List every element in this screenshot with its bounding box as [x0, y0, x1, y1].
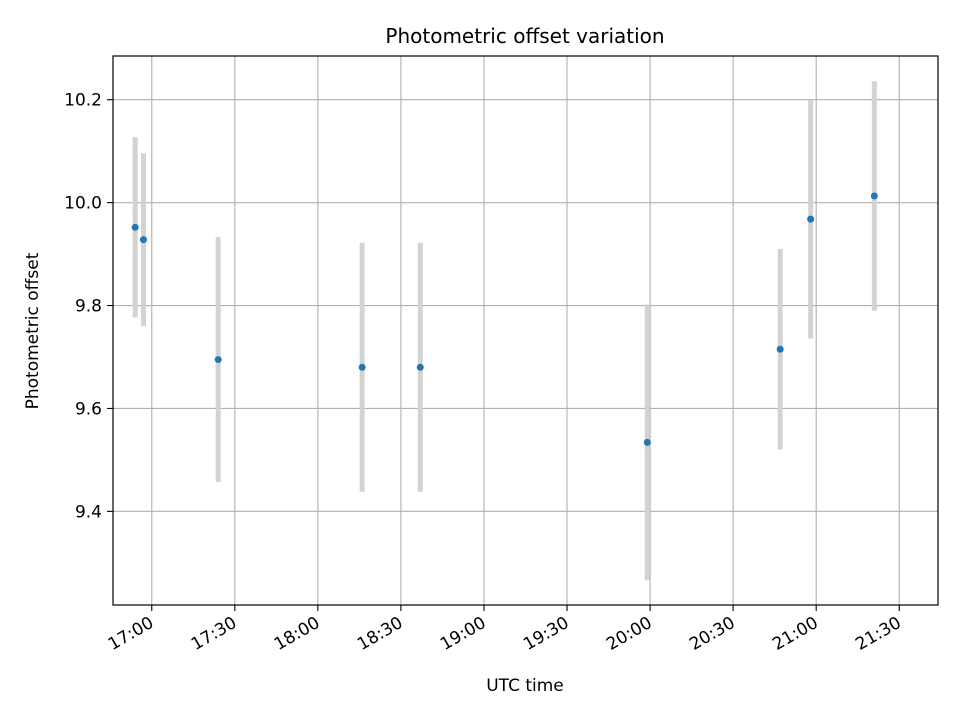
y-tick-label: 9.4 — [75, 502, 102, 522]
x-axis-label: UTC time — [486, 676, 564, 696]
data-point — [214, 356, 222, 364]
data-point — [807, 215, 815, 223]
y-tick-label: 10.2 — [64, 91, 102, 111]
y-axis-label: Photometric offset — [23, 252, 43, 409]
data-point — [416, 363, 424, 371]
data-point — [643, 438, 651, 446]
y-tick-label: 9.8 — [75, 297, 102, 317]
x-tick-label: 18:30 — [354, 613, 406, 655]
data-point — [776, 345, 784, 353]
data-points — [131, 192, 878, 446]
x-tick-label: 18:00 — [271, 613, 323, 655]
x-tick-label: 21:00 — [769, 613, 821, 655]
x-tick-label: 19:30 — [520, 613, 572, 655]
data-point — [358, 363, 366, 371]
x-axis-ticks: 17:00 17:30 18:00 18:30 19:00 19:30 20:00 20:30… — [105, 605, 905, 655]
y-axis-ticks: 9.4 9.6 9.8 10.0 10.2 — [64, 91, 113, 522]
x-tick-label: 19:00 — [437, 613, 489, 655]
grid-lines — [113, 56, 938, 605]
data-point — [131, 223, 139, 231]
x-tick-label: 17:00 — [105, 613, 157, 655]
y-tick-label: 9.6 — [75, 399, 102, 419]
y-tick-label: 10.0 — [64, 194, 102, 214]
error-bars — [132, 81, 877, 581]
x-tick-label: 20:30 — [686, 613, 738, 655]
data-point — [870, 192, 878, 200]
chart-title: Photometric offset variation — [385, 24, 664, 48]
x-tick-label: 20:00 — [603, 613, 655, 655]
plot-frame — [112, 55, 939, 606]
x-tick-label: 21:30 — [852, 613, 904, 655]
x-tick-label: 17:30 — [188, 613, 240, 655]
data-point — [139, 236, 147, 244]
